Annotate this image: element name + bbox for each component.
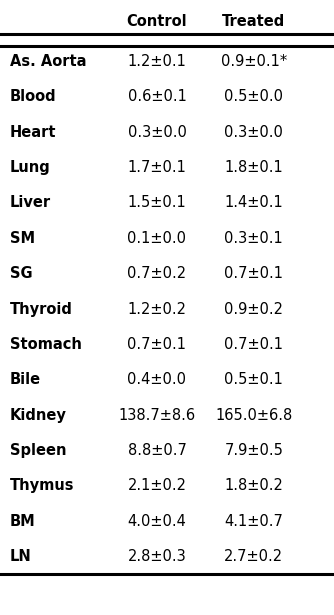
Text: 1.7±0.1: 1.7±0.1 bbox=[128, 160, 186, 175]
Text: 0.9±0.1*: 0.9±0.1* bbox=[221, 54, 287, 69]
Text: 0.3±0.1: 0.3±0.1 bbox=[224, 231, 283, 246]
Text: 1.8±0.1: 1.8±0.1 bbox=[224, 160, 283, 175]
Text: 0.3±0.0: 0.3±0.0 bbox=[128, 125, 186, 140]
Text: 0.1±0.0: 0.1±0.0 bbox=[128, 231, 186, 246]
Text: As. Aorta: As. Aorta bbox=[10, 54, 87, 69]
Text: 2.7±0.2: 2.7±0.2 bbox=[224, 549, 284, 564]
Text: Lung: Lung bbox=[10, 160, 51, 175]
Text: 1.4±0.1: 1.4±0.1 bbox=[224, 196, 283, 210]
Text: Control: Control bbox=[127, 14, 187, 29]
Text: Heart: Heart bbox=[10, 125, 56, 140]
Text: 0.4±0.0: 0.4±0.0 bbox=[128, 372, 186, 387]
Text: BM: BM bbox=[10, 514, 36, 529]
Text: 0.7±0.2: 0.7±0.2 bbox=[127, 266, 187, 281]
Text: 2.8±0.3: 2.8±0.3 bbox=[128, 549, 186, 564]
Text: Thyroid: Thyroid bbox=[10, 301, 73, 317]
Text: Blood: Blood bbox=[10, 89, 57, 105]
Text: 165.0±6.8: 165.0±6.8 bbox=[215, 408, 293, 423]
Text: 138.7±8.6: 138.7±8.6 bbox=[119, 408, 195, 423]
Text: 1.8±0.2: 1.8±0.2 bbox=[224, 478, 283, 493]
Text: 0.7±0.1: 0.7±0.1 bbox=[224, 337, 283, 352]
Text: 4.0±0.4: 4.0±0.4 bbox=[128, 514, 186, 529]
Text: Stomach: Stomach bbox=[10, 337, 82, 352]
Text: 0.5±0.0: 0.5±0.0 bbox=[224, 89, 283, 105]
Text: Bile: Bile bbox=[10, 372, 41, 387]
Text: Spleen: Spleen bbox=[10, 443, 66, 458]
Text: 1.5±0.1: 1.5±0.1 bbox=[128, 196, 186, 210]
Text: Thymus: Thymus bbox=[10, 478, 74, 493]
Text: 1.2±0.1: 1.2±0.1 bbox=[128, 54, 186, 69]
Text: 0.6±0.1: 0.6±0.1 bbox=[128, 89, 186, 105]
Text: 0.9±0.2: 0.9±0.2 bbox=[224, 301, 283, 317]
Text: SG: SG bbox=[10, 266, 33, 281]
Text: 4.1±0.7: 4.1±0.7 bbox=[224, 514, 283, 529]
Text: 7.9±0.5: 7.9±0.5 bbox=[224, 443, 283, 458]
Text: Kidney: Kidney bbox=[10, 408, 67, 423]
Text: 2.1±0.2: 2.1±0.2 bbox=[128, 478, 186, 493]
Text: 1.2±0.2: 1.2±0.2 bbox=[128, 301, 186, 317]
Text: Liver: Liver bbox=[10, 196, 51, 210]
Text: 0.5±0.1: 0.5±0.1 bbox=[224, 372, 283, 387]
Text: 0.7±0.1: 0.7±0.1 bbox=[224, 266, 283, 281]
Text: 0.7±0.1: 0.7±0.1 bbox=[128, 337, 186, 352]
Text: SM: SM bbox=[10, 231, 35, 246]
Text: 0.3±0.0: 0.3±0.0 bbox=[224, 125, 283, 140]
Text: LN: LN bbox=[10, 549, 32, 564]
Text: Treated: Treated bbox=[222, 14, 286, 29]
Text: 8.8±0.7: 8.8±0.7 bbox=[128, 443, 186, 458]
